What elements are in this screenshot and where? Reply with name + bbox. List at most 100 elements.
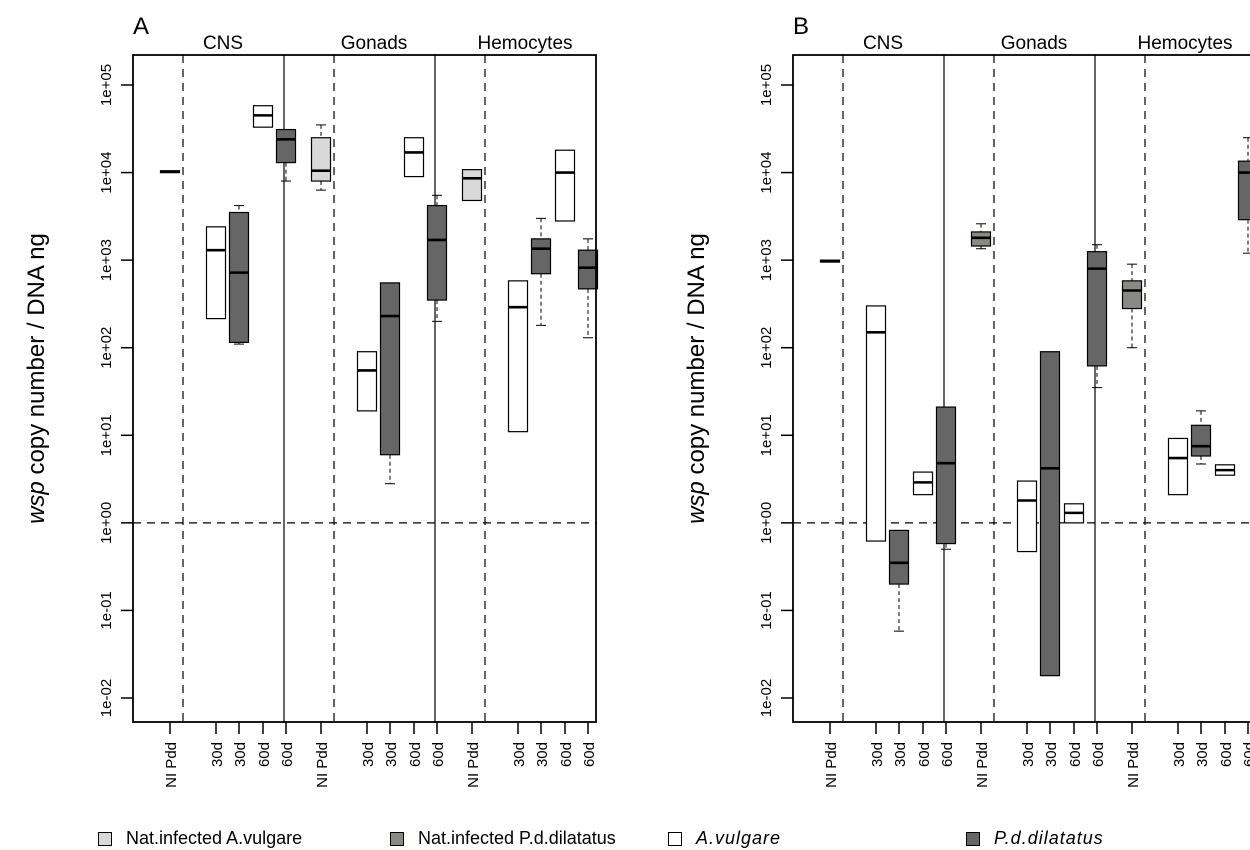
y-axis-title-rest: copy number / DNA ng — [23, 233, 50, 481]
box-body — [1237, 160, 1250, 221]
box-pd — [577, 238, 599, 339]
box-pd — [935, 406, 957, 550]
box-av — [252, 105, 274, 128]
plot-frame — [792, 54, 1250, 723]
x-tick-label: 30d — [1043, 742, 1060, 767]
box-pd — [379, 282, 401, 485]
box-av — [865, 305, 887, 542]
panel-label: A — [133, 13, 149, 40]
x-tick-label: 30d — [534, 742, 551, 767]
x-tick-label: 60d — [1090, 742, 1107, 767]
x-tick-label: 60d — [430, 742, 447, 767]
box-body — [1121, 280, 1143, 310]
group-title: Hemocytes — [1137, 33, 1232, 54]
y-tick-label: 1e-02 — [758, 679, 775, 717]
x-tick-label: 60d — [1218, 742, 1235, 767]
x-tick-label: NI Pdd — [163, 742, 180, 788]
box-av — [356, 351, 378, 412]
plot-frame — [132, 54, 597, 723]
box-body — [507, 280, 529, 433]
x-tick-label: 60d — [279, 742, 296, 767]
box-body — [1016, 480, 1038, 553]
x-tick-label: 60d — [939, 742, 956, 767]
box-body — [310, 137, 332, 182]
y-tick-label: 1e-01 — [758, 591, 775, 629]
box-av — [1214, 464, 1236, 476]
group-title: Hemocytes — [477, 33, 572, 54]
box-body — [461, 169, 483, 202]
box-body — [1086, 251, 1108, 367]
box-pd — [228, 205, 250, 345]
box-av — [912, 471, 934, 496]
x-tick-label: 30d — [1020, 742, 1037, 767]
box-pd — [426, 194, 448, 322]
box-nat_pd — [159, 170, 181, 174]
panel-label: B — [793, 13, 809, 40]
box-body — [577, 249, 599, 290]
x-tick-label: 30d — [232, 742, 249, 767]
y-tick-label: 1e+05 — [98, 64, 115, 106]
legend-swatch-pd — [966, 831, 980, 846]
box-body — [426, 204, 448, 301]
box-body — [275, 128, 297, 164]
x-tick-label: 60d — [581, 742, 598, 767]
legend-label-nat-pd: Nat.infected P.d.dilatatus — [418, 828, 616, 848]
y-tick-label: 1e+04 — [758, 152, 775, 194]
x-tick-label: 30d — [383, 742, 400, 767]
box-pd — [1237, 137, 1250, 254]
x-tick-label: 60d — [916, 742, 933, 767]
y-axis-title: wsp copy number / DNA ng — [23, 233, 50, 524]
x-tick-label: 60d — [256, 742, 273, 767]
box-av — [1016, 480, 1038, 553]
y-tick-label: 1e-02 — [98, 679, 115, 717]
box-pd — [888, 529, 910, 632]
legend-item-nat-pd: Nat.infected P.d.dilatatus — [390, 828, 616, 849]
y-tick-label: 1e+03 — [98, 239, 115, 281]
y-tick-label: 1e+03 — [758, 239, 775, 281]
legend-item-nat-av: Nat.infected A.vulgare — [98, 828, 302, 849]
group-title: CNS — [203, 33, 243, 54]
legend-swatch-av — [668, 831, 682, 846]
group-title: Gonads — [1001, 33, 1068, 54]
box-body — [1190, 424, 1212, 457]
y-tick-label: 1e-01 — [98, 591, 115, 629]
y-tick-label: 1e+05 — [758, 64, 775, 106]
y-axis-title: wsp copy number / DNA ng — [683, 233, 710, 524]
box-av — [403, 137, 425, 178]
x-tick-label: 30d — [1171, 742, 1188, 767]
box-nat_pd — [1121, 263, 1143, 349]
legend-label-nat-av: Nat.infected A.vulgare — [126, 828, 303, 848]
legend-label-av: A.vulgare — [696, 828, 782, 848]
x-tick-label: NI Pdd — [314, 742, 331, 788]
x-tick-label: 60d — [558, 742, 575, 767]
box-body — [554, 149, 576, 222]
box-body — [1039, 351, 1061, 677]
legend: Nat.infected A.vulgare Nat.infected P.d.… — [0, 826, 1250, 850]
y-tick-label: 1e+02 — [98, 327, 115, 369]
y-tick-label: 1e+02 — [758, 327, 775, 369]
x-tick-label: 30d — [869, 742, 886, 767]
x-tick-label: 30d — [209, 742, 226, 767]
x-tick-label: NI Pdd — [1125, 742, 1142, 788]
box-nat_pd — [819, 259, 841, 263]
y-tick-label: 1e+00 — [758, 502, 775, 544]
box-body — [530, 238, 552, 275]
box-av — [507, 280, 529, 433]
box-av — [1063, 503, 1085, 524]
x-tick-label: 60d — [1067, 742, 1084, 767]
box-nat_pd — [970, 223, 992, 250]
box-pd — [275, 128, 297, 182]
x-tick-label: 60d — [1241, 742, 1250, 767]
box-body — [205, 226, 227, 320]
x-tick-label: 30d — [511, 742, 528, 767]
box-av — [554, 149, 576, 222]
box-body — [356, 351, 378, 412]
box-body — [865, 305, 887, 542]
x-tick-label: NI Pdd — [465, 742, 482, 788]
legend-item-av: A.vulgare — [668, 828, 781, 849]
group-title: CNS — [863, 33, 903, 54]
legend-label-pd: P.d.dilatatus — [994, 828, 1104, 848]
